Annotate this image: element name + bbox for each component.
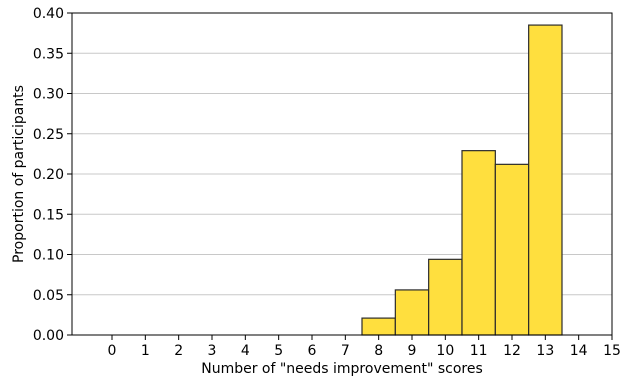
x-tick-label: 14 — [570, 343, 588, 359]
x-tick-label: 8 — [374, 343, 383, 359]
x-axis: 0 1 2 3 4 5 6 7 8 9 10 11 12 13 14 15 — [108, 335, 621, 359]
y-axis-label: Proportion of participants — [11, 85, 27, 263]
y-tick-label: 0.35 — [33, 46, 64, 62]
y-tick-label: 0.10 — [33, 248, 64, 264]
x-tick-label: 0 — [108, 343, 117, 359]
bar-9 — [394, 289, 430, 336]
y-tick-label: 0.00 — [33, 328, 64, 344]
y-tick-label: 0.15 — [33, 207, 64, 223]
x-axis-label: Number of "needs improvement" scores — [201, 361, 483, 377]
bar-12 — [494, 163, 530, 336]
gridlines — [72, 52, 612, 296]
bar-10 — [428, 258, 463, 336]
x-tick-label: 9 — [408, 343, 417, 359]
y-tick-label: 0.40 — [33, 6, 64, 22]
x-tick-label: 11 — [470, 343, 488, 359]
x-tick-label: 12 — [503, 343, 521, 359]
x-tick-label: 10 — [436, 343, 454, 359]
y-tick-label: 0.05 — [33, 288, 64, 304]
bar-13 — [528, 24, 563, 336]
y-axis: 0.00 0.05 0.10 0.15 0.20 0.25 0.30 0.35 0.40 — [33, 6, 72, 344]
x-tick-label: 7 — [341, 343, 350, 359]
y-tick-label: 0.25 — [33, 127, 64, 143]
bars — [361, 24, 563, 336]
x-tick-label: 5 — [274, 343, 283, 359]
x-tick-label: 4 — [241, 343, 250, 359]
bar-11 — [461, 150, 496, 336]
x-tick-label: 2 — [174, 343, 183, 359]
x-tick-label: 1 — [141, 343, 150, 359]
x-tick-label: 13 — [536, 343, 554, 359]
x-tick-label: 15 — [603, 343, 621, 359]
y-tick-label: 0.30 — [33, 87, 64, 103]
x-tick-label: 6 — [308, 343, 317, 359]
x-tick-label: 3 — [208, 343, 217, 359]
y-tick-label: 0.20 — [33, 167, 64, 183]
bar-8 — [361, 317, 396, 336]
